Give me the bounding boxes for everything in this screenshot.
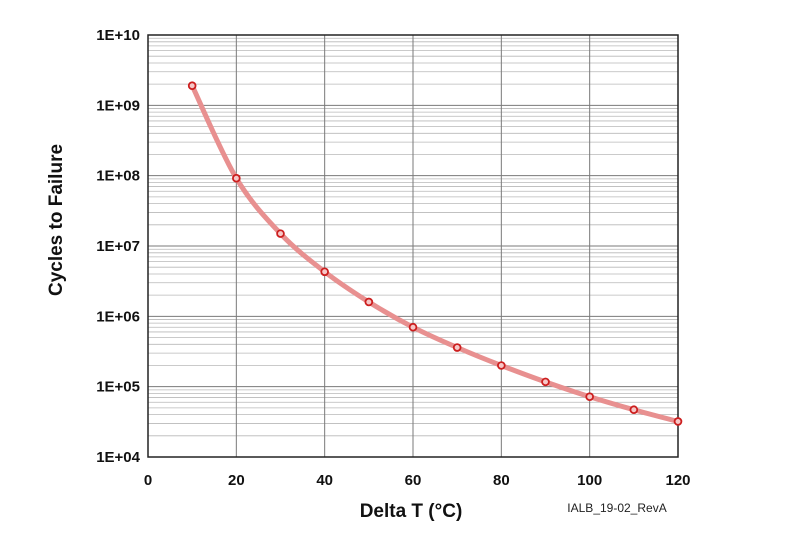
data-point — [276, 229, 285, 238]
data-point — [629, 405, 639, 415]
y-axis-title: Cycles to Failure — [46, 144, 67, 296]
x-tick-label: 40 — [316, 472, 333, 489]
y-tick-labels: 1E+04 1E+05 1E+06 1E+07 1E+08 1E+09 1E+10 — [96, 27, 140, 466]
y-tick-label: 1E+05 — [96, 379, 140, 396]
data-point — [187, 81, 197, 91]
y-tick-label: 1E+07 — [96, 238, 140, 255]
data-point — [541, 377, 550, 387]
data-point — [408, 322, 418, 332]
x-tick-label: 100 — [577, 472, 602, 489]
x-tick-labels: 0 20 40 60 80 100 120 — [144, 472, 691, 489]
plot-frame — [147, 34, 679, 458]
x-tick-label: 80 — [493, 472, 510, 489]
y-tick-label: 1E+04 — [96, 449, 140, 466]
x-tick-label: 120 — [665, 472, 690, 489]
x-tick-label: 0 — [144, 472, 152, 489]
y-tick-label: 1E+10 — [96, 27, 140, 44]
data-point — [452, 343, 462, 352]
data-points — [187, 81, 683, 426]
data-point — [364, 297, 374, 307]
data-point — [585, 392, 594, 402]
series-line — [189, 83, 681, 424]
data-point — [232, 173, 241, 183]
reference-code-label: IALB_19-02_RevA — [567, 501, 666, 515]
x-axis-title: Delta T (°C) — [360, 501, 463, 522]
y-tick-label: 1E+09 — [96, 97, 140, 114]
x-tick-label: 20 — [228, 472, 245, 489]
data-point — [673, 417, 683, 426]
y-tick-label: 1E+06 — [96, 308, 140, 325]
data-point — [320, 267, 329, 277]
grid — [147, 34, 679, 458]
y-tick-label: 1E+08 — [96, 168, 140, 185]
x-tick-label: 60 — [405, 472, 422, 489]
data-point — [497, 361, 506, 370]
